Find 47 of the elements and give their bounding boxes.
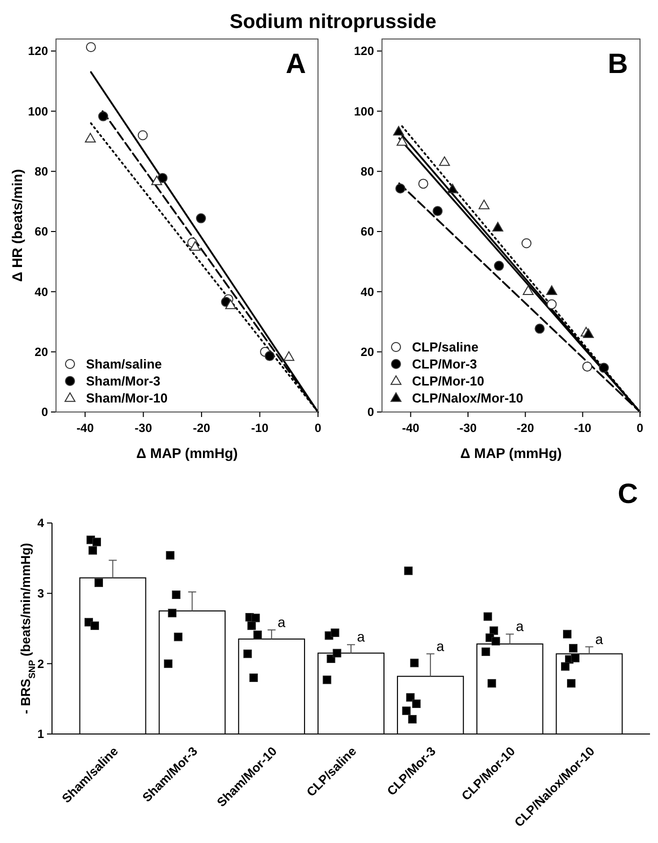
x-tick-label: -10 <box>574 421 592 435</box>
annotation: a <box>278 614 286 630</box>
legend-label: CLP/saline <box>412 340 478 355</box>
x-tick-label: -20 <box>192 421 211 435</box>
y-tick-label: 40 <box>34 284 48 299</box>
annotation: a <box>595 630 604 647</box>
y-tick-label: 3 <box>37 586 44 601</box>
y-tick-label: 120 <box>354 44 374 58</box>
y-tick-label: 60 <box>360 224 374 239</box>
y-tick-label: 60 <box>34 224 48 239</box>
y-tick-label: 4 <box>37 516 44 530</box>
legend-label: Sham/Mor-10 <box>86 390 168 406</box>
text: C <box>618 478 638 509</box>
x-tick-label: 0 <box>314 421 322 435</box>
y-tick-label: 0 <box>41 405 48 420</box>
y-tick-label: 80 <box>34 164 48 179</box>
y-axis-title: Δ HR (beats/min) <box>9 169 25 282</box>
y-tick-label: 1 <box>37 727 44 742</box>
legend-label: Sham/Mor-3 <box>86 374 160 389</box>
x-tick-label: -10 <box>251 421 269 435</box>
x-tick-label: -20 <box>516 421 534 435</box>
y-tick-label: 100 <box>354 104 374 118</box>
y-tick-label: 0 <box>367 405 374 420</box>
annotation: B <box>608 48 628 79</box>
y-tick-label: 20 <box>360 345 374 360</box>
annotation: a <box>436 638 444 654</box>
chart-title: Sodium nitroprusside <box>230 11 436 33</box>
legend-label: Sham/saline <box>86 356 162 372</box>
y-tick-label: 100 <box>28 104 48 118</box>
legend-label: CLP/Mor-10 <box>412 374 484 389</box>
x-tick-label: -40 <box>402 421 420 435</box>
legend-label: CLP/Nalox/Mor-10 <box>412 390 524 406</box>
x-tick-label: -40 <box>76 421 94 435</box>
annotation: a <box>357 628 365 645</box>
annotation: A <box>286 48 306 79</box>
y-tick-label: 40 <box>360 284 374 299</box>
y-tick-label: 2 <box>37 656 44 671</box>
x-tick-label: -30 <box>134 421 152 435</box>
annotation: a <box>516 618 524 634</box>
y-tick-label: 20 <box>34 345 48 360</box>
x-tick-label: -30 <box>459 421 477 435</box>
x-axis-title: Δ MAP (mmHg) <box>136 445 238 461</box>
x-axis-title: Δ MAP (mmHg) <box>460 445 562 461</box>
y-tick-label: 80 <box>360 164 374 179</box>
x-tick-label: 0 <box>636 421 644 435</box>
y-tick-label: 120 <box>28 44 48 58</box>
legend-label: CLP/Mor-3 <box>412 356 477 372</box>
